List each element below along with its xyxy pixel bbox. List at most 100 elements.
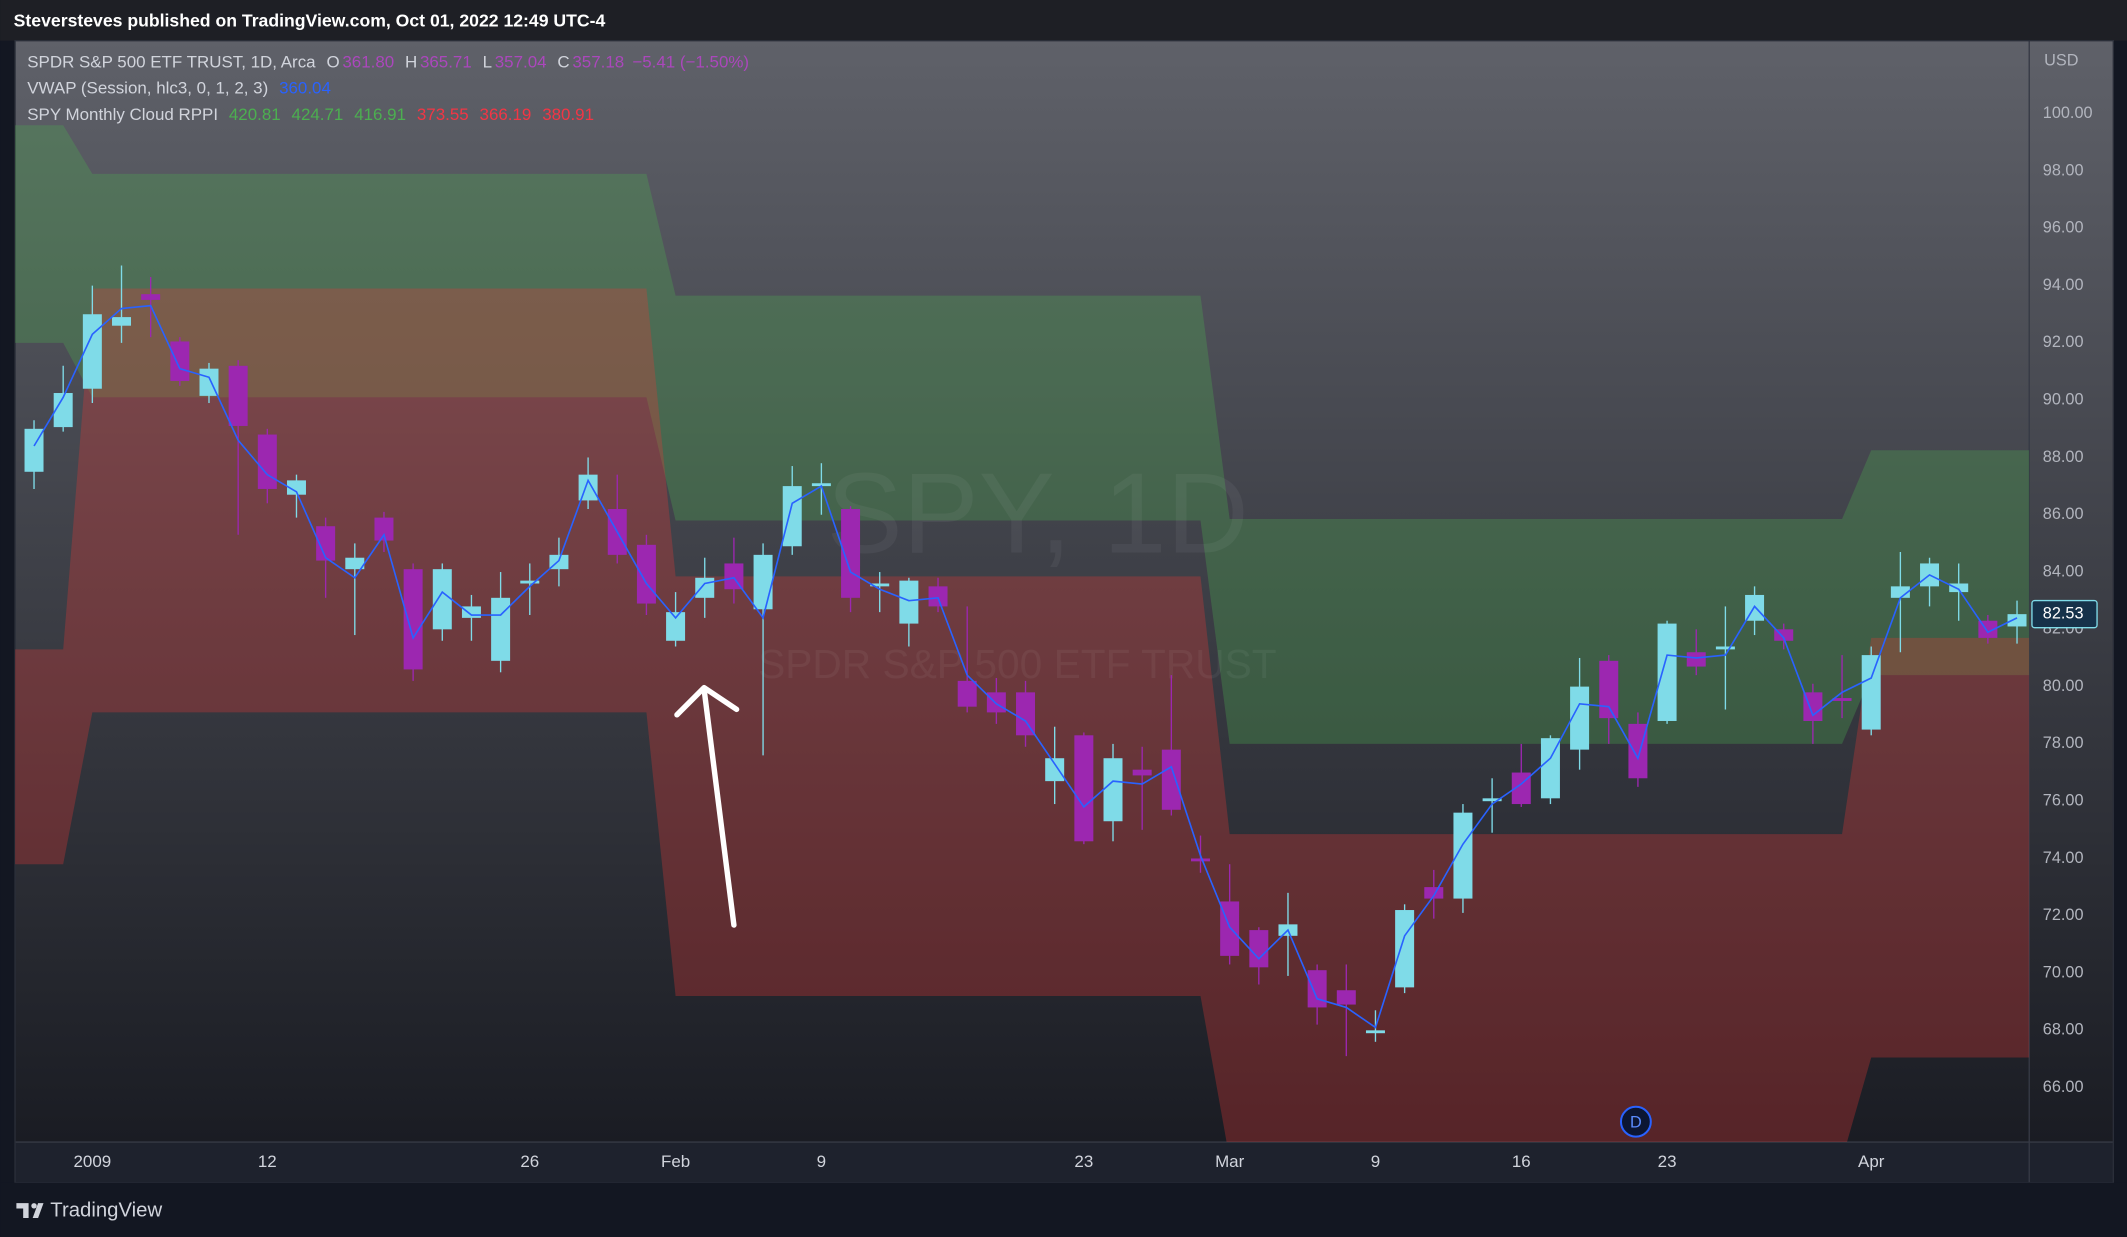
candle-body bbox=[1774, 629, 1794, 641]
x-tick-label: 16 bbox=[1512, 1152, 1531, 1171]
candle-body bbox=[374, 517, 394, 541]
candle-body bbox=[1161, 749, 1181, 810]
y-tick-label: 90.00 bbox=[2043, 390, 2084, 408]
y-tick-label: 76.00 bbox=[2043, 791, 2084, 809]
candle-body bbox=[666, 612, 686, 641]
indicator-value: 373.55 bbox=[417, 105, 469, 124]
x-tick-label: Mar bbox=[1215, 1152, 1245, 1171]
y-tick-label: 70.00 bbox=[2043, 963, 2084, 981]
watermark-subtitle: SPDR S&P 500 ETF TRUST bbox=[758, 641, 1277, 687]
x-tick-label: Feb bbox=[661, 1152, 690, 1171]
candle-body bbox=[82, 314, 102, 389]
y-tick-label: 84.00 bbox=[2043, 562, 2084, 580]
ohlc-key: L bbox=[483, 53, 492, 72]
candle-body bbox=[141, 294, 161, 300]
indicator-name: SPY Monthly Cloud RPPI bbox=[27, 105, 218, 124]
candle-body bbox=[1045, 758, 1065, 782]
cloud-green bbox=[15, 125, 2030, 744]
y-tick-label: 94.00 bbox=[2043, 276, 2084, 294]
publisher: Steversteves published on TradingView.co… bbox=[14, 10, 606, 30]
x-tick-label: 9 bbox=[817, 1152, 826, 1171]
indicator-value: 360.04 bbox=[279, 79, 331, 98]
candle-body bbox=[1424, 887, 1444, 899]
candle-body bbox=[928, 586, 948, 607]
y-tick-label: 80.00 bbox=[2043, 677, 2084, 695]
candle-body bbox=[811, 483, 831, 487]
y-tick-label: 100.00 bbox=[2043, 104, 2093, 122]
candle-body bbox=[432, 569, 452, 630]
event-marker bbox=[1619, 1105, 1652, 1138]
y-tick-label: 88.00 bbox=[2043, 448, 2084, 466]
logo-mark bbox=[16, 1203, 29, 1219]
x-tick-label: 23 bbox=[1658, 1152, 1677, 1171]
event-marker-label: D bbox=[1630, 1113, 1642, 1131]
y-tick-label: 86.00 bbox=[2043, 505, 2084, 523]
ohlc-key: C bbox=[557, 53, 569, 72]
candle-body bbox=[753, 554, 773, 610]
x-tick-label: 9 bbox=[1371, 1152, 1380, 1171]
y-tick-label: 68.00 bbox=[2043, 1021, 2084, 1039]
candle-body bbox=[986, 692, 1006, 713]
ohlc-key: O bbox=[326, 53, 339, 72]
candle-body bbox=[1307, 970, 1327, 1008]
candle-body bbox=[957, 680, 977, 707]
indicator-value: 424.71 bbox=[292, 105, 344, 124]
indicator-value: 416.91 bbox=[354, 105, 406, 124]
y-tick-label: 96.00 bbox=[2043, 219, 2084, 237]
axis-layer: USD 66.00 68.00 70.00 72.00 74.00 76.00 78.00 80… bbox=[74, 51, 2098, 1171]
candle-body bbox=[286, 480, 306, 495]
candle-body bbox=[1395, 910, 1415, 988]
candle-body bbox=[1074, 735, 1094, 842]
candle-body bbox=[1016, 692, 1036, 736]
x-tick-label: 23 bbox=[1074, 1152, 1093, 1171]
ohlc-key: H bbox=[405, 53, 417, 72]
plot-bg bbox=[15, 40, 2114, 1143]
ohlc-value: 361.80 bbox=[342, 53, 394, 72]
candle-body bbox=[1861, 655, 1881, 730]
arrow-head bbox=[674, 684, 740, 718]
candle-body bbox=[695, 577, 715, 598]
indicator-name: VWAP (Session, hlc3, 0, 1, 2, 3) bbox=[27, 79, 268, 98]
x-tick-label: Apr bbox=[1858, 1152, 1885, 1171]
top-bar bbox=[0, 0, 2127, 41]
candle-body bbox=[1103, 758, 1123, 822]
watermark-layer: SPY, 1D SPDR S&P 500 ETF TRUST bbox=[758, 450, 1277, 687]
vwap-line bbox=[33, 304, 2018, 1029]
last-price-box bbox=[2031, 599, 2098, 629]
candle-body bbox=[1657, 623, 1677, 721]
watermark-title: SPY, 1D bbox=[827, 450, 1249, 577]
ohlc-change: −5.41 (−1.50%) bbox=[632, 53, 749, 72]
candle-body bbox=[899, 580, 919, 624]
indicator-value: 366.19 bbox=[480, 105, 532, 124]
candle-body bbox=[2007, 614, 2027, 627]
candle-body bbox=[228, 365, 248, 426]
candle-body bbox=[1803, 692, 1823, 721]
candle-body bbox=[870, 583, 890, 587]
candle-body bbox=[1453, 812, 1473, 899]
candle-body bbox=[1336, 990, 1356, 1005]
candle-body bbox=[257, 434, 277, 489]
candle-body bbox=[491, 597, 511, 661]
brand: TradingView bbox=[50, 1200, 162, 1222]
candle-body bbox=[316, 526, 336, 561]
candle-body bbox=[1365, 1030, 1385, 1034]
y-tick-label: 66.00 bbox=[2043, 1078, 2084, 1096]
ohlc-value: 357.04 bbox=[495, 53, 547, 72]
x-tick-label: 2009 bbox=[74, 1152, 112, 1171]
x-tick-label: 12 bbox=[258, 1152, 277, 1171]
candle-body bbox=[1482, 798, 1502, 802]
candle-body bbox=[461, 606, 481, 618]
x-tick-label: 26 bbox=[520, 1152, 539, 1171]
time-axis-bg bbox=[15, 1142, 2114, 1183]
candle-body bbox=[1540, 738, 1560, 799]
candle-body bbox=[403, 569, 423, 670]
y-tick-label: 98.00 bbox=[2043, 161, 2084, 179]
candle-body bbox=[1190, 858, 1210, 862]
logo-mark bbox=[32, 1203, 44, 1219]
last-price-label: 82.53 bbox=[2043, 604, 2084, 622]
candle-body bbox=[1628, 723, 1648, 779]
annotation-arrow bbox=[674, 684, 740, 928]
footer-bg bbox=[0, 1182, 2127, 1237]
logo-dot bbox=[31, 1203, 37, 1209]
